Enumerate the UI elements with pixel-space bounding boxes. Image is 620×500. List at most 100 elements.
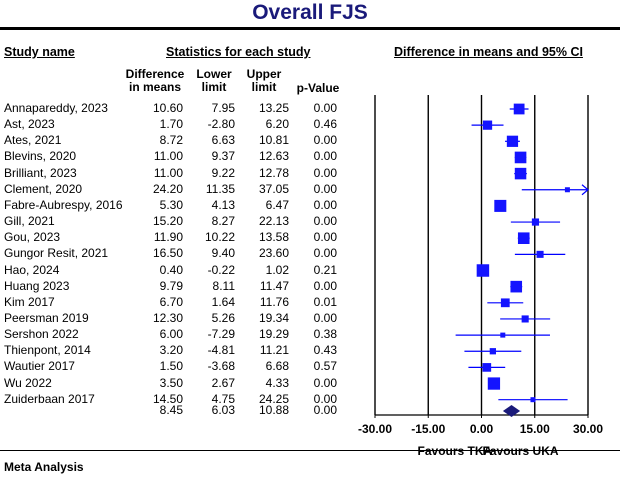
study-row: Fabre-Aubrespy, 2016 5.30 4.13 6.47 0.00 <box>0 198 370 215</box>
study-name: Gou, 2023 <box>4 230 61 245</box>
study-name: Clement, 2020 <box>4 181 83 196</box>
study-lower: -2.80 <box>207 117 235 132</box>
study-upper: 13.25 <box>258 101 289 115</box>
study-row: Wu 2022 3.50 2.67 4.33 0.00 <box>0 376 370 393</box>
study-row: Gill, 2021 15.20 8.27 22.13 0.00 <box>0 214 370 231</box>
study-pvalue: 0.00 <box>313 197 337 212</box>
study-upper: 6.68 <box>265 359 289 374</box>
study-marker <box>521 315 529 323</box>
study-name: Huang 2023 <box>4 278 70 293</box>
summary-diamond <box>502 405 521 417</box>
study-row: Blevins, 2020 11.00 9.37 12.63 0.00 <box>0 149 370 166</box>
study-name: Zuiderbaan 2017 <box>4 391 95 406</box>
study-diff: 16.50 <box>152 246 183 261</box>
study-marker <box>517 232 530 244</box>
header-pvalue: p-Value <box>296 81 340 95</box>
study-diff: 6.70 <box>159 294 183 309</box>
study-lower: 9.22 <box>211 165 235 180</box>
study-diff: 11.90 <box>153 230 183 245</box>
study-marker <box>564 187 570 193</box>
ci-arrow <box>581 184 589 196</box>
study-upper: 12.63 <box>258 149 289 164</box>
study-name: Wu 2022 <box>4 375 52 390</box>
study-row: Kim 2017 6.70 1.64 11.76 0.01 <box>0 295 370 312</box>
header-lower: Lower limit <box>196 67 232 94</box>
study-upper: 13.58 <box>258 230 289 245</box>
header-study-name: Study name <box>4 45 75 59</box>
study-lower: 4.75 <box>211 391 235 406</box>
study-pvalue: 0.00 <box>313 181 337 196</box>
study-upper: 23.60 <box>258 246 289 261</box>
study-row: Sershon 2022 6.00 -7.29 19.29 0.38 <box>0 327 370 344</box>
favours-right-label: Favours UKA <box>483 444 559 458</box>
study-lower: 9.40 <box>211 246 235 261</box>
x-tick-label: 15.00 <box>520 422 550 436</box>
study-name: Fabre-Aubrespy, 2016 <box>4 197 123 212</box>
study-diff: 24.20 <box>152 181 183 196</box>
study-row: Brilliant, 2023 11.00 9.22 12.78 0.00 <box>0 166 370 183</box>
study-row: Annapareddy, 2023 10.60 7.95 13.25 0.00 <box>0 101 370 118</box>
summary-pvalue: 0.00 <box>313 403 337 417</box>
study-lower: 4.13 <box>211 197 235 212</box>
study-lower: -3.68 <box>207 359 235 374</box>
study-row: Peersman 2019 12.30 5.26 19.34 0.00 <box>0 311 370 328</box>
study-lower: 5.26 <box>211 310 235 325</box>
study-marker <box>510 280 523 293</box>
study-pvalue: 0.00 <box>313 230 337 245</box>
study-marker <box>500 298 510 308</box>
study-diff: 8.72 <box>159 133 183 148</box>
study-row: Huang 2023 9.79 8.11 11.47 0.00 <box>0 279 370 296</box>
study-lower: 10.22 <box>204 230 235 245</box>
study-pvalue: 0.00 <box>313 149 337 164</box>
study-upper: 6.47 <box>265 197 289 212</box>
study-row: Ates, 2021 8.72 6.63 10.81 0.00 <box>0 133 370 150</box>
study-pvalue: 0.46 <box>313 117 337 132</box>
study-pvalue: 0.43 <box>313 343 337 358</box>
study-name: Hao, 2024 <box>4 262 60 277</box>
study-row: Thienpont, 2014 3.20 -4.81 11.21 0.43 <box>0 343 370 360</box>
study-name: Wautier 2017 <box>4 359 75 374</box>
study-upper: 12.78 <box>258 165 289 180</box>
study-pvalue: 0.00 <box>313 133 337 148</box>
study-upper: 10.81 <box>258 133 289 148</box>
study-upper: 11.76 <box>259 294 289 309</box>
study-lower: -7.29 <box>207 327 235 342</box>
study-name: Sershon 2022 <box>4 327 79 342</box>
summary-diff: 8.45 <box>159 403 183 417</box>
study-diff: 11.00 <box>153 165 183 180</box>
study-upper: 6.20 <box>265 117 289 132</box>
study-marker <box>536 250 544 258</box>
study-diff: 3.50 <box>159 375 183 390</box>
study-marker <box>513 103 525 115</box>
study-pvalue: 0.00 <box>313 310 337 325</box>
study-pvalue: 0.00 <box>313 165 337 180</box>
study-row: Clement, 2020 24.20 11.35 37.05 0.00 <box>0 182 370 199</box>
study-marker <box>476 264 490 277</box>
study-marker <box>487 377 501 390</box>
study-marker <box>494 199 507 212</box>
study-lower: 7.95 <box>211 101 235 115</box>
study-marker <box>489 348 496 355</box>
x-tick-label: -15.00 <box>411 422 445 436</box>
study-marker <box>482 363 492 372</box>
study-lower: 9.37 <box>211 149 235 164</box>
header-statistics: Statistics for each study <box>166 45 311 59</box>
study-name: Peersman 2019 <box>4 310 89 325</box>
study-diff: 0.40 <box>159 262 183 277</box>
study-diff: 5.30 <box>159 197 183 212</box>
study-marker <box>514 151 527 164</box>
summary-lower: 6.03 <box>211 403 235 417</box>
header-difference: Difference in means <box>125 67 185 94</box>
study-lower: 6.63 <box>211 133 235 148</box>
summary-upper: 10.88 <box>258 403 289 417</box>
study-diff: 6.00 <box>159 327 183 342</box>
study-diff: 9.79 <box>159 278 183 293</box>
study-lower: -4.81 <box>207 343 235 358</box>
study-diff: 11.00 <box>153 149 183 164</box>
study-upper: 24.25 <box>258 391 289 406</box>
study-pvalue: 0.00 <box>313 375 337 390</box>
study-marker <box>482 120 493 130</box>
study-pvalue: 0.00 <box>313 391 337 406</box>
study-pvalue: 0.01 <box>313 294 337 309</box>
